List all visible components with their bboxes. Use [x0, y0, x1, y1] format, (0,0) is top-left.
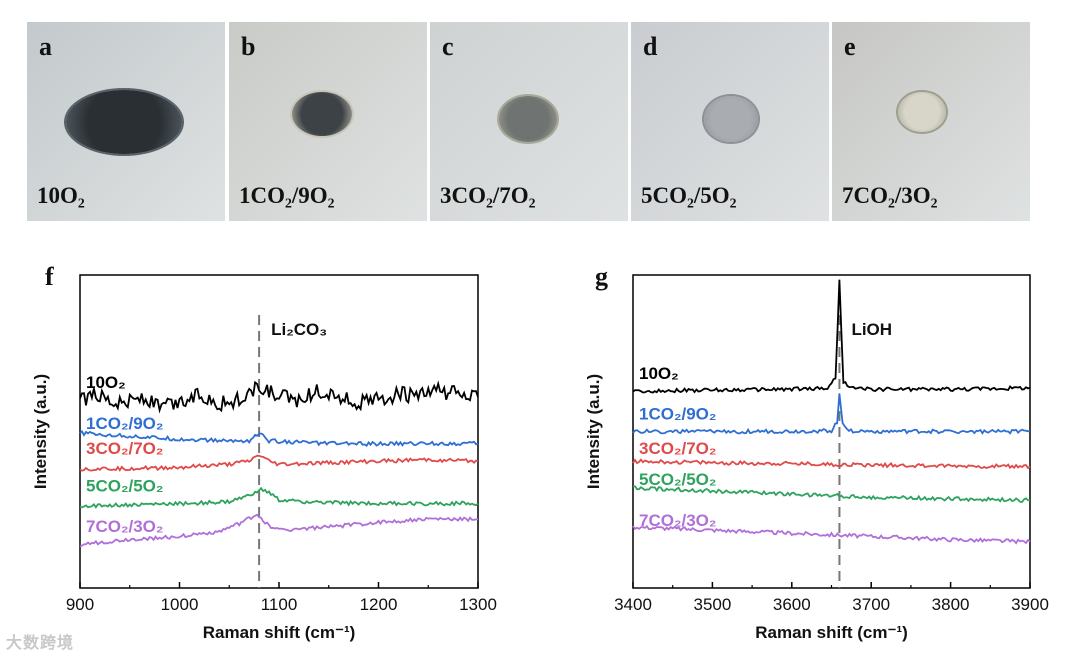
gas-condition-label: 5CO₂/5O₂ [641, 183, 737, 208]
electrode-disc [898, 92, 946, 132]
series-line [632, 524, 1031, 545]
raman-chart-g: g 3400 3500 3600 3700 3800 3900 Raman shift (cm… [584, 262, 1049, 642]
x-tick-label: 1200 [360, 595, 398, 614]
series-label: 10O₂ [86, 373, 126, 392]
series-label: 5CO₂/5O₂ [639, 470, 716, 489]
series-line [79, 380, 479, 414]
chart-panel-label: f [45, 262, 54, 291]
series-label: 3CO₂/7O₂ [86, 439, 163, 458]
electrode-disc [499, 96, 557, 142]
photo-panel-c: c 3CO₂/7O₂ [430, 22, 628, 221]
electrode-disc [704, 96, 758, 142]
x-tick-label: 1000 [161, 595, 199, 614]
series-line [632, 279, 1031, 394]
watermark: 大数跨境 [6, 635, 75, 652]
series-label: 7CO₂/3O₂ [639, 511, 716, 530]
series-line [632, 393, 1031, 435]
electrode-disc [66, 90, 182, 154]
x-tick-label: 3600 [773, 595, 811, 614]
photo-panel-a: a 10O₂ [27, 22, 225, 221]
panel-label: e [844, 32, 856, 61]
panel-label: a [39, 32, 52, 61]
reference-line-label: LiOH [851, 320, 892, 339]
series-line [79, 429, 479, 447]
x-tick-label: 3700 [852, 595, 890, 614]
x-tick-label: 1300 [459, 595, 497, 614]
gas-condition-label: 3CO₂/7O₂ [440, 183, 536, 208]
series-line [79, 486, 479, 509]
x-tick-label: 900 [66, 595, 94, 614]
panel-label: b [241, 32, 256, 61]
x-tick-label: 3800 [932, 595, 970, 614]
gas-condition-label: 7CO₂/3O₂ [842, 183, 938, 208]
panel-label: c [442, 32, 454, 61]
photo-panel-e: e 7CO₂/3O₂ [832, 22, 1030, 221]
series-label: 5CO₂/5O₂ [86, 476, 163, 495]
x-axis-label: Raman shift (cm⁻¹) [203, 623, 356, 642]
x-tick-label: 3900 [1011, 595, 1049, 614]
x-axis-label: Raman shift (cm⁻¹) [755, 623, 908, 642]
series-label: 1CO₂/9O₂ [639, 405, 716, 424]
series-line [632, 458, 1031, 470]
chart-panel-label: g [595, 262, 608, 291]
series-line [79, 454, 479, 472]
electrode-disc [292, 92, 352, 136]
series-label: 1CO₂/9O₂ [86, 414, 163, 433]
y-axis-label: Intensity (a.u.) [584, 374, 603, 489]
series-line [632, 485, 1031, 503]
series-label: 10O₂ [639, 364, 679, 383]
x-tick-label: 3500 [693, 595, 731, 614]
gas-condition-label: 10O₂ [37, 183, 85, 208]
series-line [79, 513, 479, 548]
raman-chart-f: f 900 1000 1100 1200 1300 Raman shift (cm⁻¹) In… [31, 262, 497, 642]
x-tick-label: 1100 [261, 595, 298, 614]
photo-panel-d: d 5CO₂/5O₂ [631, 22, 829, 221]
y-axis-label: Intensity (a.u.) [31, 374, 50, 489]
reference-line-label: Li₂CO₃ [271, 320, 327, 339]
series-label: 3CO₂/7O₂ [639, 439, 716, 458]
panel-label: d [643, 32, 658, 61]
x-tick-label: 3400 [614, 595, 652, 614]
series-label: 7CO₂/3O₂ [86, 517, 163, 536]
gas-condition-label: 1CO₂/9O₂ [239, 183, 335, 208]
photo-panel-b: b 1CO₂/9O₂ [229, 22, 427, 221]
